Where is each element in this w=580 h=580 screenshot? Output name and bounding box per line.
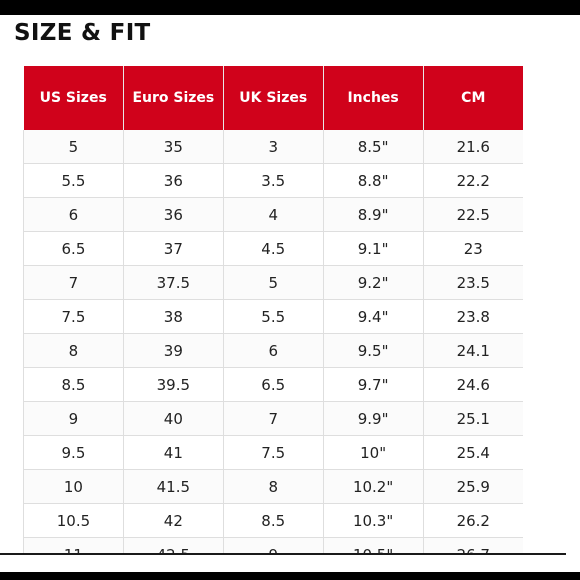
uk-size-cell: 6 [223,333,324,368]
uk-size-cell: 4.5 [223,231,324,266]
size-table: US Sizes Euro Sizes UK Sizes Inches CM 5… [23,66,523,554]
inches-cell: 9.9" [323,401,424,436]
euro-size-cell: 37 [123,231,224,266]
inches-cell: 10" [323,435,424,470]
header-us-sizes: US Sizes [23,66,124,130]
table-row: 1142.5910.5"26.7 [23,537,523,554]
euro-size-cell: 36 [123,197,224,232]
cm-cell: 23.8 [423,299,523,334]
table-row: 10.5 42 8.5 10.3" 26.2 [23,503,523,538]
inches-cell: 9.1" [323,231,424,266]
table-row: 6 36 4 8.9" 22.5 [23,197,523,232]
euro-size-cell: 39 [123,333,224,368]
us-size-cell: 8.5 [23,367,124,402]
header-cm: CM [423,66,523,130]
inches-cell: 8.5" [323,130,424,164]
uk-size-cell: 9 [223,537,324,554]
table-row: 6.5 37 4.5 9.1" 23 [23,231,523,266]
euro-size-cell: 41.5 [123,469,224,504]
inches-cell: 9.2" [323,265,424,300]
uk-size-cell: 6.5 [223,367,324,402]
header-uk-sizes: UK Sizes [223,66,324,130]
cm-cell: 24.6 [423,367,523,402]
cm-cell: 25.9 [423,469,523,504]
us-size-cell: 9 [23,401,124,436]
table-row: 9.5 41 7.5 10" 25.4 [23,435,523,470]
us-size-cell: 6 [23,197,124,232]
uk-size-cell: 5 [223,265,324,300]
us-size-cell: 7.5 [23,299,124,334]
cm-cell: 25.1 [423,401,523,436]
table-row: 5 35 3 8.5" 21.6 [23,130,523,164]
us-size-cell: 10 [23,469,124,504]
uk-size-cell: 8 [223,469,324,504]
size-chart: US Sizes Euro Sizes UK Sizes Inches CM 5… [23,66,523,554]
table-row: 5.5 36 3.5 8.8" 22.2 [23,163,523,198]
cm-cell: 26.7 [423,537,523,554]
us-size-cell: 5 [23,130,124,164]
cm-cell: 23.5 [423,265,523,300]
table-row: 9 40 7 9.9" 25.1 [23,401,523,436]
cm-cell: 26.2 [423,503,523,538]
bottom-border [0,572,580,580]
top-border [0,0,580,15]
euro-size-cell: 36 [123,163,224,198]
us-size-cell: 8 [23,333,124,368]
us-size-cell: 7 [23,265,124,300]
inches-cell: 9.7" [323,367,424,402]
uk-size-cell: 3 [223,130,324,164]
euro-size-cell: 41 [123,435,224,470]
table-row: 8.5 39.5 6.5 9.7" 24.6 [23,367,523,402]
page-title: SIZE & FIT [14,20,151,46]
inches-cell: 8.9" [323,197,424,232]
table-row: 7.5 38 5.5 9.4" 23.8 [23,299,523,334]
euro-size-cell: 39.5 [123,367,224,402]
us-size-cell: 5.5 [23,163,124,198]
uk-size-cell: 8.5 [223,503,324,538]
us-size-cell: 11 [23,537,124,554]
cm-cell: 24.1 [423,333,523,368]
uk-size-cell: 7 [223,401,324,436]
inches-cell: 10.3" [323,503,424,538]
euro-size-cell: 40 [123,401,224,436]
uk-size-cell: 3.5 [223,163,324,198]
uk-size-cell: 5.5 [223,299,324,334]
table-row: 7 37.5 5 9.2" 23.5 [23,265,523,300]
us-size-cell: 6.5 [23,231,124,266]
table-row: 10 41.5 8 10.2" 25.9 [23,469,523,504]
header-inches: Inches [323,66,424,130]
inches-cell: 10.2" [323,469,424,504]
euro-size-cell: 42 [123,503,224,538]
euro-size-cell: 38 [123,299,224,334]
cm-cell: 25.4 [423,435,523,470]
cm-cell: 22.2 [423,163,523,198]
inches-cell: 10.5" [323,537,424,554]
uk-size-cell: 7.5 [223,435,324,470]
cm-cell: 22.5 [423,197,523,232]
inches-cell: 8.8" [323,163,424,198]
header-row: US Sizes Euro Sizes UK Sizes Inches CM [23,66,523,130]
cm-cell: 23 [423,231,523,266]
divider [0,553,566,555]
euro-size-cell: 37.5 [123,265,224,300]
us-size-cell: 9.5 [23,435,124,470]
table-body: 5 35 3 8.5" 21.6 5.5 36 3.5 8.8" 22.2 6 36 4 8.9" 22.5… [23,130,523,554]
uk-size-cell: 4 [223,197,324,232]
us-size-cell: 10.5 [23,503,124,538]
table-row: 8 39 6 9.5" 24.1 [23,333,523,368]
euro-size-cell: 35 [123,130,224,164]
cm-cell: 21.6 [423,130,523,164]
inches-cell: 9.4" [323,299,424,334]
inches-cell: 9.5" [323,333,424,368]
euro-size-cell: 42.5 [123,537,224,554]
header-euro-sizes: Euro Sizes [123,66,224,130]
